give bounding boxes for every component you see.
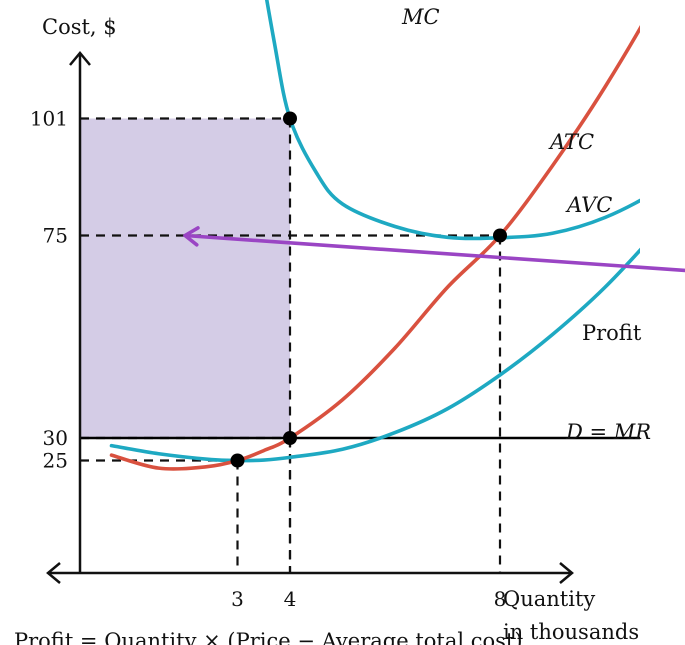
- x-tick-label-4: 4: [284, 587, 297, 611]
- x-axis-label-line1: Quantity: [503, 587, 595, 611]
- x-tick-label-8: 8: [494, 587, 507, 611]
- y-tick-label-25: 25: [43, 449, 68, 473]
- highlight-point-2: [283, 431, 297, 445]
- profit-annotation-label: Profit: [582, 321, 642, 345]
- profit-arrow-head: [183, 226, 200, 247]
- mc-curve-label: MC: [401, 5, 440, 29]
- y-axis-label: Cost, $: [42, 15, 117, 39]
- atc-curve-label: ATC: [548, 130, 594, 154]
- y-axis-arrow: [69, 51, 91, 66]
- demand-mr-label: D = MR: [565, 420, 651, 444]
- y-tick-label-101: 101: [30, 107, 68, 131]
- mc-curve: [109, 25, 640, 471]
- highlight-point-1: [493, 228, 507, 243]
- x-axis-right-arrow: [559, 562, 574, 584]
- x-axis-label-line2: in thousands: [503, 620, 639, 644]
- y-tick-label-75: 75: [43, 224, 68, 248]
- y-tick-label-30: 30: [43, 426, 68, 450]
- highlight-point-0: [283, 111, 297, 126]
- x-tick-label-3: 3: [231, 587, 244, 611]
- avc-curve-label: AVC: [565, 193, 612, 217]
- profit-formula: Profit = Quantity × (Price − Average tot…: [14, 629, 523, 645]
- profit-region: [80, 118, 290, 438]
- highlight-point-3: [230, 453, 245, 468]
- atc-curve: [264, 0, 640, 241]
- x-axis-left-arrow: [46, 562, 61, 584]
- profit-arrow-line: [184, 233, 685, 273]
